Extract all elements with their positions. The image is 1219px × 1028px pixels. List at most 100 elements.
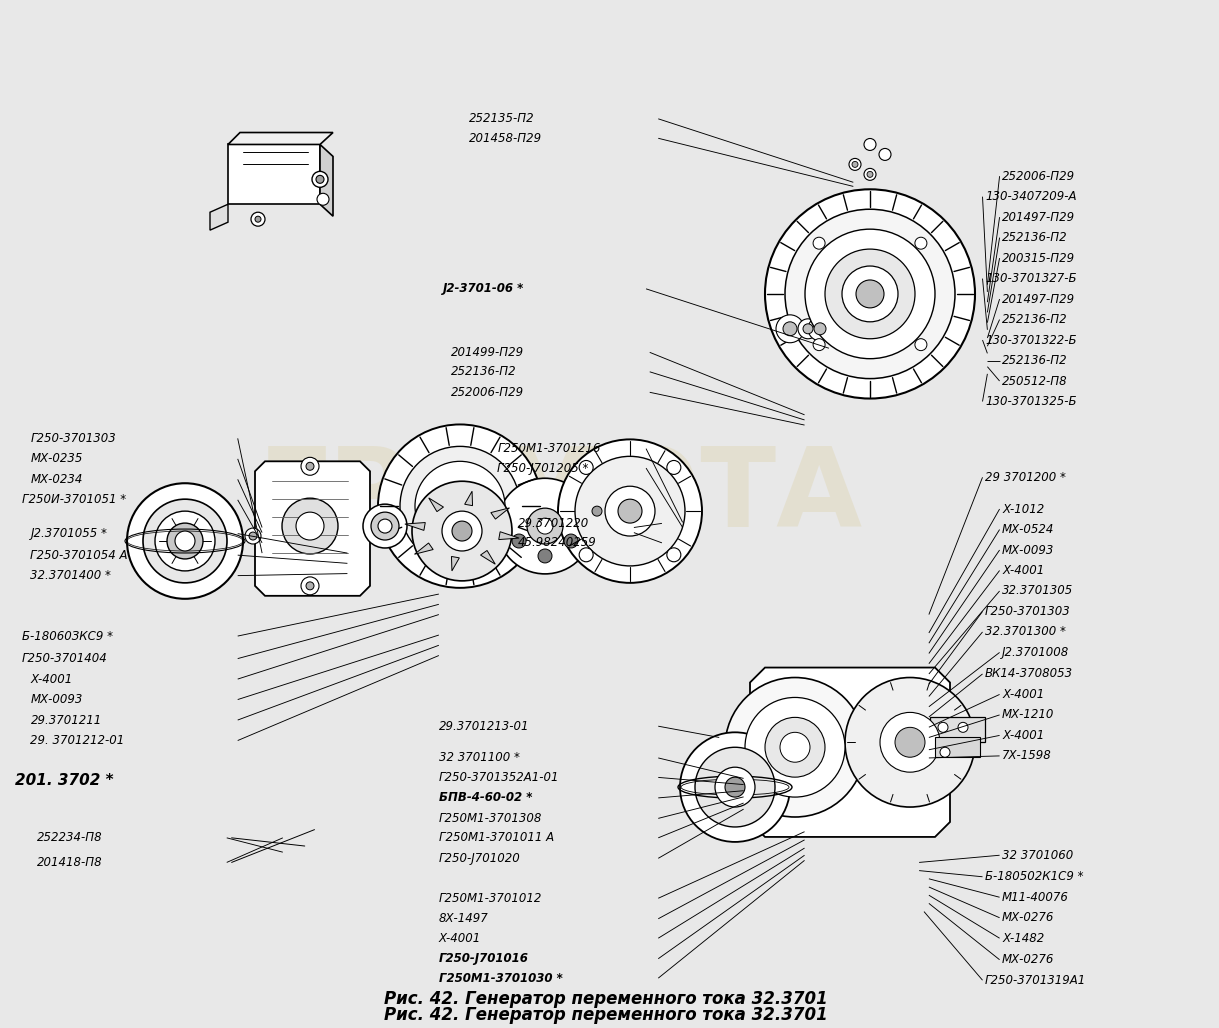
Text: Г250-3701303: Г250-3701303: [985, 604, 1070, 618]
Polygon shape: [210, 205, 228, 230]
Circle shape: [378, 425, 542, 588]
Text: МХ-0276: МХ-0276: [1002, 953, 1054, 966]
Circle shape: [808, 317, 833, 340]
Circle shape: [895, 728, 925, 758]
Circle shape: [301, 457, 319, 475]
Text: Х-4001: Х-4001: [30, 672, 73, 686]
Circle shape: [667, 461, 681, 474]
Circle shape: [306, 582, 315, 590]
Circle shape: [695, 747, 775, 827]
Text: Х-4001: Х-4001: [1002, 564, 1045, 577]
Circle shape: [452, 521, 472, 541]
Polygon shape: [464, 491, 473, 506]
Circle shape: [618, 500, 642, 523]
Bar: [935, 737, 980, 758]
Circle shape: [592, 506, 602, 516]
Text: 252136-П2: 252136-П2: [1002, 314, 1068, 326]
Circle shape: [856, 280, 884, 307]
Text: 201497-П29: 201497-П29: [1002, 293, 1075, 305]
Text: Г250М1-3701030 *: Г250М1-3701030 *: [439, 971, 563, 985]
Polygon shape: [405, 522, 425, 530]
Text: 201499-П29: 201499-П29: [451, 345, 524, 359]
Circle shape: [255, 216, 261, 222]
Text: 252006-П29: 252006-П29: [451, 386, 524, 399]
Circle shape: [412, 481, 512, 581]
Text: ВК14-3708053: ВК14-3708053: [985, 667, 1073, 681]
Circle shape: [251, 212, 265, 226]
Text: Б-18060ЗКС9 *: Б-18060ЗКС9 *: [22, 629, 113, 642]
Text: Г250-J701020: Г250-J701020: [439, 852, 521, 865]
Text: Г250-3701352А1-01: Г250-3701352А1-01: [439, 771, 560, 784]
Text: 201497-П29: 201497-П29: [1002, 211, 1075, 224]
Text: МХ-0093: МХ-0093: [30, 693, 83, 706]
Text: Г250М1-3701011 А: Г250М1-3701011 А: [439, 832, 553, 844]
Text: J2.3701008: J2.3701008: [1002, 646, 1069, 659]
Circle shape: [785, 210, 954, 378]
Circle shape: [538, 518, 553, 534]
Text: Х-4001: Х-4001: [439, 931, 482, 945]
Text: 252006-П29: 252006-П29: [1002, 170, 1075, 183]
Text: МХ-0276: МХ-0276: [1002, 911, 1054, 924]
Text: 32 3701060: 32 3701060: [1002, 849, 1073, 861]
Text: МХ-0093: МХ-0093: [1002, 544, 1054, 556]
Circle shape: [564, 534, 578, 548]
Text: 7Х-1598: 7Х-1598: [1002, 749, 1052, 763]
Text: 250512-П8: 250512-П8: [1002, 374, 1068, 388]
Text: МХ-0524: МХ-0524: [1002, 523, 1054, 536]
Text: Г250-3701054 А: Г250-3701054 А: [30, 549, 128, 561]
Polygon shape: [480, 550, 495, 564]
Text: 130-3407209-А: 130-3407209-А: [985, 190, 1076, 204]
Circle shape: [803, 324, 813, 334]
Circle shape: [579, 461, 594, 474]
Circle shape: [127, 483, 243, 598]
Circle shape: [798, 319, 818, 339]
Circle shape: [915, 338, 926, 351]
Circle shape: [915, 237, 926, 249]
Circle shape: [414, 462, 505, 551]
Polygon shape: [255, 462, 371, 596]
Text: J2.3701055 *: J2.3701055 *: [30, 527, 107, 540]
Text: 252234-П8: 252234-П8: [37, 832, 102, 844]
Circle shape: [312, 172, 328, 187]
Text: БПВ-4-60-02 *: БПВ-4-60-02 *: [439, 792, 533, 804]
Text: Х-4001: Х-4001: [1002, 729, 1045, 742]
Circle shape: [880, 712, 940, 772]
Polygon shape: [499, 531, 519, 540]
Circle shape: [442, 511, 482, 551]
Circle shape: [848, 158, 861, 171]
Circle shape: [378, 519, 393, 534]
Text: МХ-0235: МХ-0235: [30, 452, 83, 466]
Text: 252136-П2: 252136-П2: [451, 365, 517, 378]
Text: 29 3701200 *: 29 3701200 *: [985, 471, 1065, 484]
Text: М11-40076: М11-40076: [1002, 890, 1069, 904]
Circle shape: [867, 172, 873, 178]
Circle shape: [852, 161, 858, 168]
Text: 32.3701300 *: 32.3701300 *: [985, 625, 1065, 638]
Circle shape: [301, 577, 319, 595]
Text: 32 3701100 *: 32 3701100 *: [439, 751, 519, 765]
Text: 130-3701327-Б: 130-3701327-Б: [985, 272, 1076, 285]
Circle shape: [605, 486, 655, 536]
Text: 201458-П29: 201458-П29: [469, 132, 542, 145]
Circle shape: [780, 732, 809, 762]
Circle shape: [716, 767, 755, 807]
Polygon shape: [750, 667, 950, 837]
Text: 200315-П29: 200315-П29: [1002, 252, 1075, 264]
Text: 29. 3701212-01: 29. 3701212-01: [30, 734, 124, 747]
Circle shape: [249, 533, 257, 540]
Text: 252136-П2: 252136-П2: [1002, 354, 1068, 367]
Text: 201. 3702 *: 201. 3702 *: [15, 773, 113, 788]
Text: Х-1482: Х-1482: [1002, 931, 1045, 945]
Circle shape: [143, 500, 227, 583]
Text: 8Х-1497: 8Х-1497: [439, 912, 489, 925]
Circle shape: [167, 523, 204, 559]
Text: Г250-3701303: Г250-3701303: [30, 432, 116, 445]
Text: 32.3701305: 32.3701305: [1002, 585, 1073, 597]
Text: Г250-3701319А1: Г250-3701319А1: [985, 974, 1086, 987]
Polygon shape: [321, 145, 333, 216]
Text: Х-4001: Х-4001: [1002, 688, 1045, 701]
Circle shape: [825, 249, 915, 339]
Circle shape: [940, 747, 950, 758]
Circle shape: [176, 531, 195, 551]
Text: Г250-J701016: Г250-J701016: [439, 952, 529, 965]
